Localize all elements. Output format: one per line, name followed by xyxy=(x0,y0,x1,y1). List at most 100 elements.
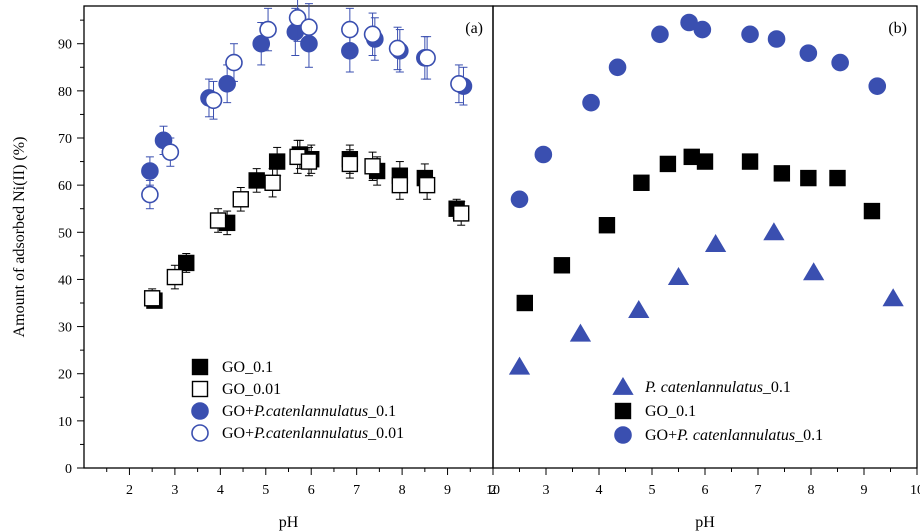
data-point xyxy=(388,39,407,58)
plot-frame xyxy=(492,5,918,469)
data-point xyxy=(800,169,817,187)
data-point xyxy=(225,53,243,72)
data-point xyxy=(418,176,436,194)
legend-label: GO+P.catenlannulatus_0.1 xyxy=(222,403,396,420)
legend-entry: GO_0.1 xyxy=(614,402,696,420)
legend-marker xyxy=(191,380,209,398)
data-point xyxy=(450,74,468,93)
legend-label: GO_0.1 xyxy=(222,359,273,376)
legend-entry: P. catenlannulatus_0.1 xyxy=(612,376,791,396)
y-axis-title: Amount of adsorbed Ni(II) (%) xyxy=(11,137,28,338)
legend-label-part: GO+ xyxy=(645,427,677,444)
data-point xyxy=(452,205,470,222)
legend-marker xyxy=(191,402,209,420)
data-point xyxy=(680,13,698,32)
data-point xyxy=(741,25,759,44)
x-tick-label: 10 xyxy=(486,483,500,498)
y-tick-label: 40 xyxy=(58,273,72,288)
data-point xyxy=(704,234,727,252)
data-point xyxy=(799,44,818,62)
legend-label: GO+P.catenlannulatus_0.01 xyxy=(222,425,404,442)
data-point xyxy=(763,222,785,241)
series-go-p-catenlannulatus-0-1 xyxy=(510,13,887,209)
x-tick-label: 10 xyxy=(910,483,920,498)
data-point xyxy=(863,202,881,220)
y-tick-label: 60 xyxy=(58,179,72,194)
data-point xyxy=(569,323,592,342)
x-tick-label: 4 xyxy=(217,483,224,498)
data-point xyxy=(534,145,553,164)
series-go-p-catenlannulatus-0-01 xyxy=(141,0,468,210)
data-point xyxy=(598,217,616,234)
data-point xyxy=(161,143,180,161)
legend-marker xyxy=(191,424,209,442)
y-tick-label: 90 xyxy=(58,38,72,53)
data-point xyxy=(364,158,381,175)
x-tick-label: 2 xyxy=(490,483,497,498)
data-point xyxy=(264,174,281,191)
data-point xyxy=(252,34,271,53)
x-tick-label: 9 xyxy=(444,483,451,498)
data-point xyxy=(218,74,236,93)
data-point xyxy=(696,153,714,170)
data-point xyxy=(248,172,265,189)
legend-label-part: GO_0.1 xyxy=(645,403,696,420)
x-tick-label: 4 xyxy=(596,483,603,498)
legend-label-part: _0.01 xyxy=(367,425,404,442)
x-tick-label: 6 xyxy=(702,483,709,498)
data-point xyxy=(829,169,846,187)
data-point xyxy=(418,49,436,67)
legend-label-part: _0.1 xyxy=(367,403,396,420)
x-tick-label: 7 xyxy=(353,483,360,498)
legend-marker xyxy=(614,402,632,420)
x-tick-label: 5 xyxy=(262,483,269,498)
data-point xyxy=(363,25,382,44)
data-point xyxy=(300,18,318,37)
y-tick-label: 70 xyxy=(58,132,72,147)
data-point xyxy=(268,153,286,170)
panel-a: 2 3 4 5 6 7 8 9 10 0 10 20 30 40 50 60 70 80 90 pH Amount of… xyxy=(11,0,500,531)
series-go-0-1 xyxy=(516,148,881,312)
data-point xyxy=(232,191,249,208)
data-point xyxy=(510,190,529,209)
series-go-0-01 xyxy=(143,139,470,309)
legend-marker xyxy=(614,426,632,444)
data-point xyxy=(508,356,531,375)
data-point xyxy=(391,176,409,194)
data-point xyxy=(209,212,227,229)
data-point xyxy=(868,77,887,95)
x-tick-label: 2 xyxy=(126,483,133,498)
legend-marker xyxy=(612,376,634,395)
x-tick-label: 7 xyxy=(755,483,762,498)
data-point xyxy=(143,290,161,307)
y-tick-label: 10 xyxy=(58,415,72,430)
data-point xyxy=(166,268,184,286)
plot-frame xyxy=(83,5,494,469)
y-tick-label: 20 xyxy=(58,368,72,383)
data-point xyxy=(628,300,650,318)
legend-label-part: P. catenlannulatus xyxy=(676,427,795,444)
data-point xyxy=(516,294,533,312)
data-point xyxy=(259,20,277,39)
legend-label: P. catenlannulatus_0.1 xyxy=(644,379,791,396)
data-point xyxy=(767,30,786,48)
legend-entry: GO_0.01 xyxy=(191,380,281,398)
legend-entry: GO+P.catenlannulatus_0.1 xyxy=(191,402,396,420)
x-tick-label: 5 xyxy=(649,483,656,498)
legend-label-part: P. catenlannulatus xyxy=(644,379,763,396)
legend-label-part: P.catenlannulatus xyxy=(253,403,368,420)
y-tick-label: 0 xyxy=(65,462,72,477)
data-point xyxy=(341,155,359,173)
x-axis-title: pH xyxy=(695,514,715,531)
data-point xyxy=(667,267,690,285)
legend-label: GO_0.1 xyxy=(645,403,696,420)
legend-entry: GO+P.catenlannulatus_0.01 xyxy=(191,424,404,442)
legend-entry: GO_0.1 xyxy=(191,358,273,376)
panel-label: (b) xyxy=(888,20,907,37)
series-p-catenlannulatus-0-1 xyxy=(508,222,904,375)
y-tick-label: 30 xyxy=(58,321,72,336)
data-point xyxy=(288,8,307,27)
x-tick-label: 6 xyxy=(308,483,315,498)
data-point xyxy=(803,262,825,281)
